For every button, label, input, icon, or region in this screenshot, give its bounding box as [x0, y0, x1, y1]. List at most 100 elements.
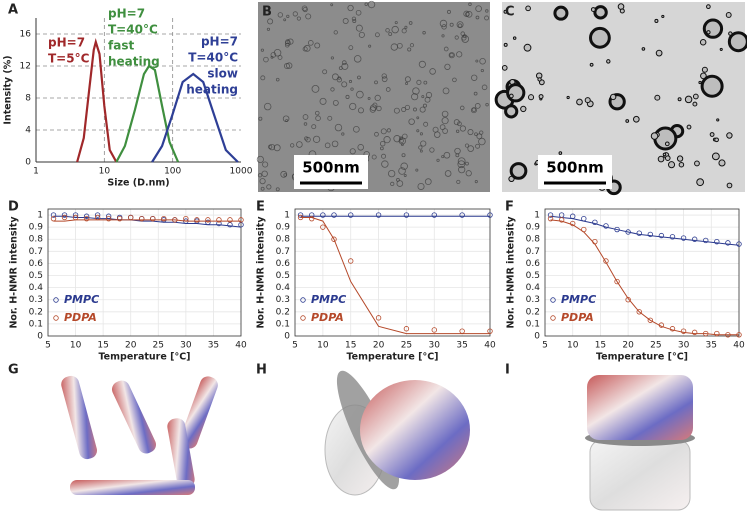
y-tick-label: 0.6	[29, 259, 44, 269]
x-tick-label: 40	[235, 341, 247, 351]
particle	[475, 5, 482, 12]
particle	[429, 147, 435, 153]
panel-label: H	[256, 363, 267, 378]
particle	[292, 11, 298, 17]
particle	[694, 160, 700, 167]
particle	[485, 9, 489, 13]
particle	[341, 60, 347, 66]
data-point	[331, 236, 337, 242]
particle	[467, 145, 474, 152]
particle	[475, 143, 481, 149]
data-point	[375, 315, 382, 321]
particle	[301, 5, 308, 12]
data-point	[227, 217, 233, 223]
x-tick-label: 5	[292, 341, 298, 351]
particle	[357, 144, 364, 151]
tem-image	[258, 2, 490, 192]
y-tick-label: 0.8	[29, 235, 44, 245]
particle	[701, 66, 708, 73]
particle	[606, 59, 611, 64]
x-tick-label: 40	[484, 341, 496, 351]
data-point	[487, 212, 493, 218]
y-tick-label: 4	[25, 126, 31, 136]
particle	[692, 101, 698, 107]
particle	[408, 21, 413, 25]
particle	[315, 115, 321, 121]
particle	[698, 80, 702, 85]
y-tick-label: 16	[20, 30, 32, 40]
particle	[436, 158, 440, 162]
particle	[341, 62, 349, 70]
particle	[676, 155, 684, 162]
plot-frame	[294, 208, 491, 337]
particle	[641, 47, 646, 51]
particle	[273, 48, 282, 57]
particle	[330, 87, 335, 92]
data-point	[703, 330, 709, 337]
data-point	[320, 224, 326, 230]
particle	[390, 181, 395, 187]
particle	[349, 148, 356, 155]
data-point	[309, 215, 315, 222]
panel-label: D	[8, 200, 19, 215]
particle	[369, 106, 377, 113]
legend-label: PDPA	[561, 311, 594, 324]
particle	[396, 42, 403, 49]
particle	[716, 118, 720, 122]
data-point	[331, 212, 337, 218]
tem-texture	[256, 0, 490, 192]
particle	[357, 75, 361, 80]
particle	[381, 153, 387, 159]
particle	[349, 102, 357, 111]
particle	[728, 31, 733, 36]
data-point	[94, 212, 101, 218]
particle	[657, 155, 665, 163]
particle	[368, 44, 372, 48]
particle	[444, 63, 451, 70]
y-tick-label: 0.9	[276, 223, 291, 233]
x-tick-label: 1000	[230, 167, 253, 177]
data-point	[205, 219, 211, 226]
particle	[386, 128, 391, 133]
x-tick-label: 40	[733, 341, 745, 351]
data-point	[647, 317, 654, 323]
particle	[353, 125, 360, 133]
panel-label: F	[505, 200, 514, 215]
fit-line	[53, 215, 242, 228]
particle	[667, 161, 676, 169]
particle	[593, 5, 608, 20]
particle	[260, 75, 266, 81]
data-point	[128, 214, 134, 221]
particle	[558, 151, 563, 155]
data-point	[547, 212, 554, 218]
particle	[367, 0, 376, 9]
particle	[455, 153, 460, 158]
data-point	[50, 212, 57, 218]
x-tick-label: 15	[97, 341, 108, 351]
y-tick-label: 1	[284, 211, 290, 221]
particle	[341, 81, 348, 88]
data-point	[459, 328, 465, 334]
particle	[422, 103, 427, 108]
legend-marker	[300, 297, 306, 303]
particle	[455, 129, 460, 133]
particle	[305, 13, 312, 20]
annotation: T=40°C	[188, 51, 238, 65]
particle	[302, 6, 308, 13]
particle	[307, 40, 314, 46]
data-point	[216, 217, 222, 223]
legend-marker	[550, 315, 556, 321]
annotation: fast	[108, 39, 134, 53]
particle	[467, 129, 474, 136]
particle	[350, 87, 354, 91]
particle	[404, 104, 411, 111]
particle	[412, 87, 420, 95]
dls-curve	[115, 64, 180, 163]
particle	[457, 160, 466, 169]
particle	[424, 178, 432, 186]
x-tick-label: 10	[567, 341, 579, 351]
particle	[405, 82, 409, 86]
particle	[443, 46, 449, 52]
particle	[470, 107, 477, 114]
x-tick-label: 35	[208, 341, 219, 351]
